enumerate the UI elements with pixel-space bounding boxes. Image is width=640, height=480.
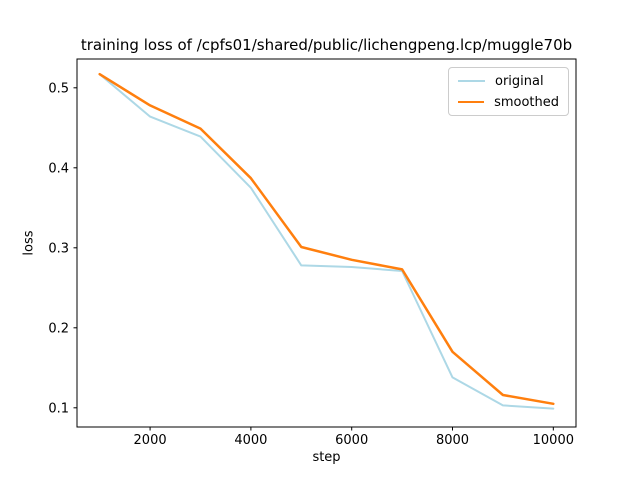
legend-line-sample-smoothed [458, 101, 485, 103]
x-axis-label: step [312, 450, 341, 465]
plot-line-original [98, 73, 555, 410]
legend-label-smoothed: smoothed [494, 94, 559, 110]
legend-line-sample-original [458, 80, 485, 82]
x-tick-label: 6000 [335, 433, 368, 448]
legend-entry-original: original [458, 73, 559, 89]
x-tick-label: 4000 [234, 433, 267, 448]
axes-frame [76, 58, 577, 428]
legend-label-original: original [495, 73, 544, 89]
chart-title: training loss of /cpfs01/shared/public/l… [80, 36, 573, 54]
y-axis-label: loss [21, 230, 37, 256]
y-tick-label: 0.4 [48, 161, 69, 176]
legend: original smoothed [448, 67, 569, 116]
y-tick-label: 0.2 [48, 321, 69, 336]
x-tick-label: 10000 [533, 433, 574, 448]
y-tick-label: 0.5 [48, 81, 69, 96]
plot-line-smoothed [98, 72, 555, 406]
y-tick-label: 0.3 [48, 241, 69, 256]
x-tick-label: 8000 [436, 433, 469, 448]
y-tick-label: 0.1 [48, 401, 69, 416]
x-tick-label: 2000 [134, 433, 167, 448]
legend-entry-smoothed: smoothed [458, 94, 559, 110]
